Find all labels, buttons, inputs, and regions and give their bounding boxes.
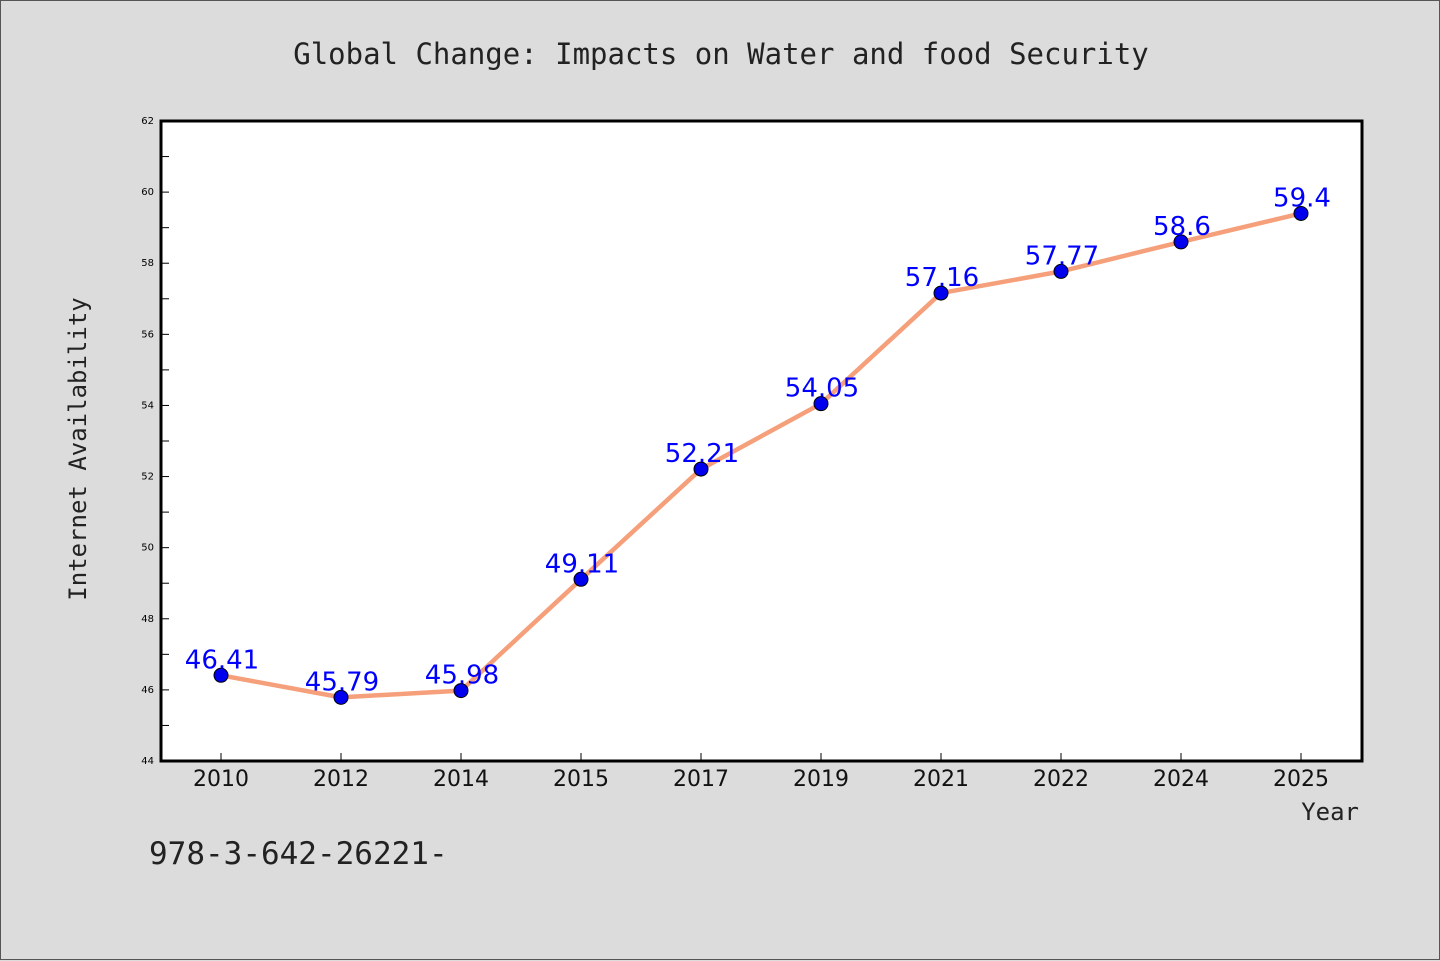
- x-tick-label: 2024: [1153, 767, 1209, 792]
- y-tick-label: 60: [141, 187, 154, 198]
- data-label: 45.98: [425, 661, 499, 691]
- data-label: 49.11: [545, 549, 619, 579]
- data-label: 57.16: [905, 263, 979, 293]
- data-label: 58.6: [1153, 212, 1211, 242]
- x-axis-label: Year: [1301, 798, 1359, 826]
- y-tick-label: 52: [141, 472, 154, 483]
- x-tick-label: 2019: [793, 767, 849, 792]
- data-point-marker: [1293, 205, 1309, 221]
- y-tick-label: 46: [141, 685, 154, 696]
- data-point-marker: [333, 689, 349, 705]
- plot-frame: [159, 119, 1364, 763]
- x-tick-label: 2021: [913, 767, 969, 792]
- data-label: 57.77: [1025, 241, 1099, 271]
- y-tick-label: 50: [141, 543, 154, 554]
- isbn-footer: 978-3-642-26221-: [149, 836, 448, 872]
- data-point-marker: [813, 396, 829, 412]
- y-tick-label: 62: [141, 116, 154, 127]
- x-tick-label: 2012: [313, 767, 369, 792]
- series-layer: [213, 205, 1309, 705]
- data-label: 54.05: [785, 374, 859, 404]
- data-point-marker: [453, 683, 469, 699]
- data-point-marker: [573, 571, 589, 587]
- y-tick-label: 48: [141, 614, 154, 625]
- x-tick-label: 2022: [1033, 767, 1089, 792]
- x-tick-label: 2025: [1273, 767, 1329, 792]
- x-tick-label: 2010: [193, 767, 249, 792]
- data-point-marker: [1173, 234, 1189, 250]
- data-point-marker: [933, 285, 949, 301]
- series-line: [220, 211, 1302, 700]
- y-tick-label: 56: [141, 329, 154, 340]
- y-tick-label: 44: [141, 756, 154, 767]
- x-tick-label: 2017: [673, 767, 729, 792]
- data-point-marker: [1053, 263, 1069, 279]
- y-axis-label: Internet Availability: [64, 297, 92, 600]
- data-label: 45.79: [305, 667, 379, 697]
- y-tick-label: 58: [141, 258, 154, 269]
- data-label: 59.4: [1273, 183, 1331, 213]
- chart-title: Global Change: Impacts on Water and food…: [293, 37, 1149, 71]
- data-point-marker: [693, 461, 709, 477]
- y-tick-label: 54: [141, 400, 154, 411]
- plot-area: [161, 121, 1362, 761]
- x-axis-ticks: 2010 2012 2014 2015 2017 2019 2021 2022 2024 2025: [193, 753, 1329, 792]
- data-label: 52.21: [665, 439, 739, 469]
- x-tick-label: 2014: [433, 767, 489, 792]
- data-point-marker: [213, 667, 229, 683]
- data-label: 46.41: [185, 645, 259, 675]
- data-labels-layer: 46.41 45.79 45.98 49.11 52.21 54.05 57.16 57.77…: [185, 183, 1331, 697]
- x-tick-label: 2015: [553, 767, 609, 792]
